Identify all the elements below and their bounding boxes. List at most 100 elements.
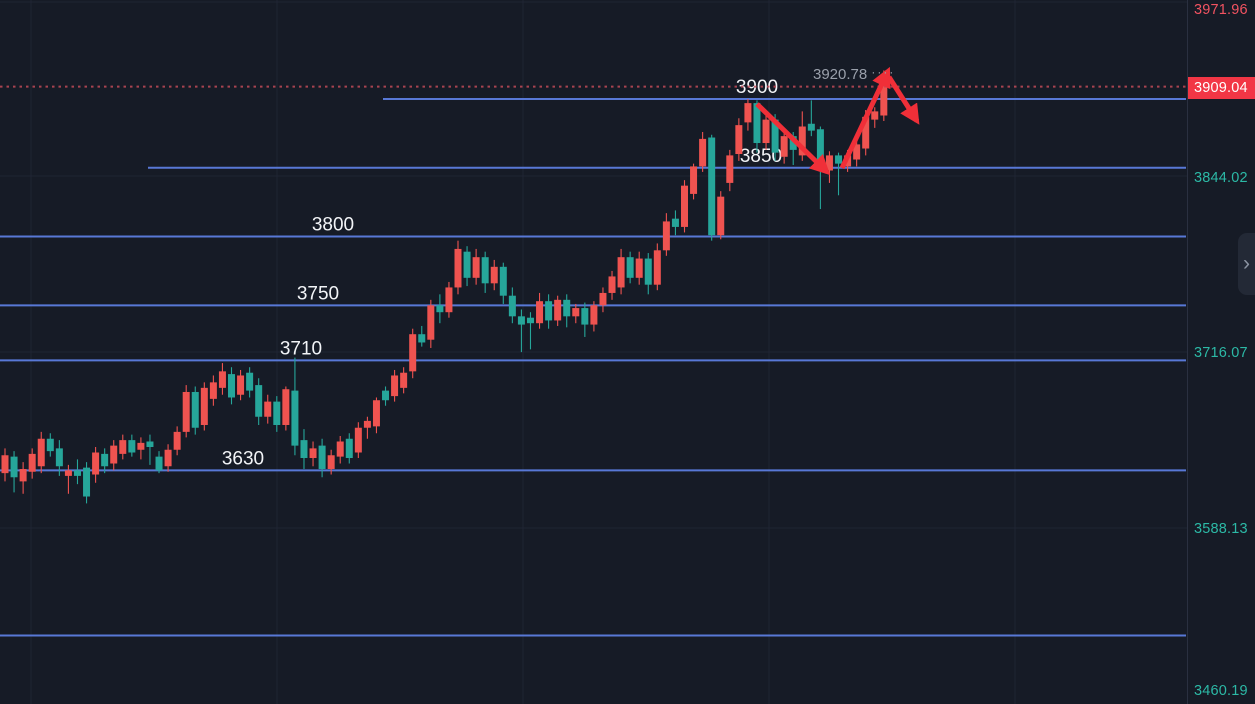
trend-arrow-3[interactable] xyxy=(886,75,920,125)
chevron-right-icon: › xyxy=(1243,251,1250,275)
candlestick-chart-canvas[interactable]: 3900 3850 3800 3750 3710 3630 xyxy=(0,0,1187,704)
candle-up xyxy=(472,248,480,285)
drawing-price-value: 3920.78 xyxy=(813,66,868,83)
candle-down xyxy=(581,302,589,337)
candle-up xyxy=(490,259,498,291)
candle-body xyxy=(590,305,598,325)
candle-down xyxy=(345,433,353,464)
candle-body xyxy=(789,136,797,150)
candle-body xyxy=(255,385,263,417)
candle-body xyxy=(363,420,371,428)
candle-body xyxy=(436,305,444,313)
candle-up xyxy=(825,151,833,183)
candle-body xyxy=(508,295,516,317)
candle-body xyxy=(137,442,145,450)
candle-body xyxy=(382,390,390,401)
candle-up xyxy=(182,385,190,438)
candle-body xyxy=(55,448,63,467)
candle-body xyxy=(880,86,888,116)
candle-up xyxy=(391,369,399,402)
candle-body xyxy=(173,431,181,450)
candle-body xyxy=(699,138,707,167)
trend-arrow-1[interactable] xyxy=(755,102,831,176)
candle-body xyxy=(237,375,245,395)
candle-up xyxy=(409,328,417,379)
candle-body xyxy=(427,305,435,340)
candle-up xyxy=(735,118,743,161)
candle-up xyxy=(354,422,362,459)
candle-body xyxy=(490,266,498,284)
candle-body xyxy=(282,389,290,425)
candle-down xyxy=(481,251,489,293)
candle-up xyxy=(400,367,408,394)
candle-up xyxy=(92,447,100,483)
candle-up xyxy=(744,98,752,131)
candle-body xyxy=(309,448,317,459)
price-axis[interactable]: 3971.96 3909.04 3844.02 3716.07 3588.13 3460.… xyxy=(1187,0,1255,704)
candle-up xyxy=(762,112,770,150)
candle-up xyxy=(617,248,625,295)
candle-body xyxy=(10,456,18,478)
price-level-label-3850: 3850 xyxy=(740,146,782,167)
candle-down xyxy=(708,134,716,241)
candle-down xyxy=(835,152,843,196)
candle-body xyxy=(708,137,716,236)
collapse-panel-tab[interactable]: › xyxy=(1238,233,1255,295)
candle-body xyxy=(146,441,154,448)
candle-body xyxy=(345,438,353,459)
candle-body xyxy=(780,136,788,157)
candle-up xyxy=(19,462,27,494)
candle-up xyxy=(554,295,562,326)
candle-body xyxy=(454,248,462,288)
candle-up xyxy=(798,111,806,161)
candle-down xyxy=(418,325,426,347)
candle-body xyxy=(662,221,670,251)
candle-body xyxy=(545,301,553,321)
candle-up xyxy=(309,441,317,467)
candle-body xyxy=(445,287,453,313)
candle-up xyxy=(363,416,371,439)
candle-body xyxy=(264,401,272,417)
candle-body xyxy=(37,438,45,467)
candle-up xyxy=(372,397,380,434)
candle-up xyxy=(237,369,245,401)
candle-body xyxy=(536,301,544,324)
candle-down xyxy=(807,100,815,137)
candle-up xyxy=(681,180,688,233)
candle-down xyxy=(101,448,109,474)
candle-body xyxy=(209,382,217,399)
candle-body xyxy=(681,185,688,227)
candle-up xyxy=(653,243,661,291)
candle-body xyxy=(807,123,815,131)
candle-up xyxy=(635,251,643,285)
candle-body xyxy=(563,299,571,317)
candle-body xyxy=(554,299,562,321)
candle-down xyxy=(671,210,679,236)
candle-body xyxy=(653,250,661,285)
candle-body xyxy=(635,258,643,278)
candle-body xyxy=(336,441,344,457)
candle-body xyxy=(690,166,698,194)
trend-arrow-2[interactable] xyxy=(839,66,891,170)
candle-body xyxy=(119,440,127,454)
candle-body xyxy=(472,257,480,278)
candle-up xyxy=(445,281,453,318)
candle-down xyxy=(436,294,444,324)
candle-body xyxy=(798,126,806,156)
price-axis-label: 3844.02 xyxy=(1194,170,1248,186)
candle-down xyxy=(155,451,163,474)
candle-body xyxy=(155,456,163,471)
candle-body xyxy=(481,257,489,284)
candle-down xyxy=(146,434,154,465)
candle-body xyxy=(110,445,118,464)
candle-body xyxy=(517,316,525,325)
candle-up xyxy=(282,386,290,431)
current-price-badge: 3909.04 xyxy=(1188,77,1255,99)
drawing-price-label: 3920.78 ···· xyxy=(813,65,895,83)
candle-body xyxy=(391,375,399,397)
candle-body xyxy=(291,390,299,446)
candle-body xyxy=(273,401,281,425)
candle-body xyxy=(862,116,870,149)
candle-body xyxy=(617,257,625,288)
